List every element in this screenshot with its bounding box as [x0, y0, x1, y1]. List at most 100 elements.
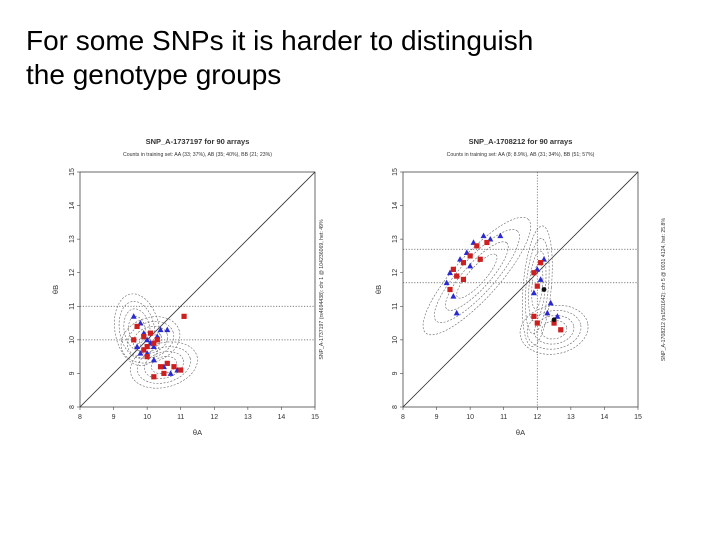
y-tick-label: 14 — [392, 202, 399, 210]
contour-ellipse-0-1 — [123, 308, 151, 352]
point-triangle-blue-9 — [134, 343, 141, 349]
point-triangle-blue-8 — [443, 279, 450, 286]
point-square-red-12 — [558, 327, 564, 333]
y-tick-label: 11 — [392, 303, 399, 310]
x-tick-label: 15 — [311, 414, 319, 421]
y-tick-label: 14 — [69, 202, 76, 210]
point-square-red-10 — [531, 313, 537, 319]
contour-ellipse-2-1 — [144, 351, 184, 379]
contour-ellipse-1-1 — [133, 325, 168, 354]
point-square-red-14 — [477, 256, 483, 262]
point-square-red-7 — [531, 270, 537, 276]
y-tick-label: 8 — [392, 405, 399, 409]
x-tick-label: 12 — [533, 414, 541, 421]
plot-area — [403, 172, 638, 407]
x-tick-label: 12 — [210, 414, 218, 421]
contour-ellipse-1-2 — [126, 321, 175, 359]
x-axis-label: θA — [516, 428, 525, 437]
contour-ellipse-1-1 — [528, 250, 547, 322]
snp-description-label: SNP_A-1708212 (rs1501642): chr 5 @ 0031 … — [661, 218, 667, 362]
y-tick-label: 9 — [392, 371, 399, 375]
point-square-red-10 — [178, 367, 184, 373]
y-tick-label: 11 — [69, 303, 76, 310]
point-square-red-4 — [484, 239, 490, 246]
point-square-red-1 — [141, 333, 147, 340]
point-square-red-15 — [141, 347, 147, 353]
chart-title: SNP_A-1737197 for 90 arrays — [146, 137, 250, 146]
x-tick-label: 9 — [435, 414, 439, 421]
scatter-plot-right: SNP_A-1708212 for 90 arrays Counts in tra… — [374, 137, 667, 437]
point-triangle-blue-0 — [130, 313, 137, 319]
point-square-red-0 — [450, 266, 456, 272]
point-triangle-blue-7 — [157, 326, 164, 333]
chart-subtitle: Counts in training set: AA (8; 8.9%), AB… — [447, 152, 595, 158]
point-triangle-blue-9 — [467, 262, 474, 269]
point-square-red-0 — [134, 323, 140, 330]
x-tick-label: 14 — [601, 414, 609, 421]
point-triangle-blue-11 — [167, 370, 174, 376]
point-square-red-8 — [164, 360, 170, 366]
point-square-red-3 — [474, 243, 480, 249]
contour-ellipse-2-3 — [519, 304, 589, 355]
point-square-red-3 — [147, 330, 154, 336]
x-axis-label: θA — [193, 428, 202, 437]
y-axis-label: θB — [374, 285, 383, 294]
point-square-red-6 — [454, 273, 460, 279]
point-square-red-2 — [467, 253, 473, 259]
point-square-red-11 — [534, 320, 540, 326]
point-square-red-9 — [171, 364, 177, 370]
contour-ellipse-1-3 — [120, 316, 181, 364]
plot-frame — [79, 171, 316, 408]
point-square-red-7 — [161, 370, 167, 377]
point-triangle-blue-13 — [150, 356, 157, 363]
point-square-red-13 — [144, 354, 150, 360]
contour-ellipse-2-2 — [137, 346, 191, 384]
point-triangle-blue-6 — [497, 232, 504, 239]
point-square-red-15 — [460, 276, 467, 283]
point-triangle-blue-11 — [537, 276, 544, 282]
contour-ellipse-0-0 — [456, 253, 498, 299]
contour-ellipse-0-3 — [114, 293, 161, 366]
snp-description-label: SNP_A-1737197 (rs4694438): chr 1 @ 10423… — [319, 219, 325, 360]
point-square-red-14 — [181, 313, 187, 319]
x-tick-label: 11 — [500, 414, 507, 421]
contour-ellipse-2-0 — [151, 356, 177, 375]
point-triangle-blue-0 — [447, 269, 453, 276]
x-tick-label: 10 — [143, 414, 151, 421]
contour-ellipse-0-1 — [445, 241, 509, 311]
slide-title: For some SNPs it is harder to distinguis… — [26, 24, 666, 92]
y-tick-label: 15 — [392, 168, 399, 176]
point-triangle-blue-17 — [453, 309, 460, 316]
x-tick-label: 13 — [244, 414, 252, 421]
y-tick-label: 10 — [69, 336, 76, 344]
contour-ellipse-0-2 — [433, 229, 520, 323]
x-tick-label: 9 — [112, 414, 116, 421]
y-tick-label: 12 — [69, 269, 76, 277]
y-tick-label: 8 — [69, 405, 76, 409]
point-triangle-blue-14 — [137, 350, 144, 356]
x-tick-label: 15 — [634, 414, 642, 421]
point-square-red-8 — [534, 283, 540, 289]
point-square-red-4 — [151, 340, 157, 346]
point-square-red-6 — [157, 364, 164, 370]
y-tick-label: 15 — [69, 168, 76, 176]
point-square-red-2 — [144, 343, 150, 350]
point-square-red-12 — [131, 337, 137, 343]
y-tick-label: 13 — [69, 235, 76, 243]
contour-ellipse-1-3 — [521, 225, 553, 347]
point-circle-black-1 — [541, 287, 547, 292]
point-square-red-5 — [154, 337, 160, 343]
point-triangle-blue-13 — [530, 289, 537, 296]
scatter-plot-left: SNP_A-1737197 for 90 arrays Counts in tra… — [51, 137, 325, 437]
diagonal-line — [403, 172, 638, 407]
x-tick-label: 13 — [567, 414, 575, 421]
point-triangle-blue-4 — [480, 232, 487, 239]
slide-title-line-2: the genotype groups — [26, 59, 282, 90]
x-tick-label: 14 — [278, 414, 286, 421]
y-tick-label: 13 — [392, 235, 399, 243]
x-tick-label: 11 — [177, 414, 184, 421]
point-square-red-11 — [151, 374, 157, 380]
slide-title-line-1: For some SNPs it is harder to distinguis… — [26, 25, 534, 56]
point-triangle-blue-5 — [150, 343, 157, 349]
point-square-red-13 — [551, 320, 557, 326]
